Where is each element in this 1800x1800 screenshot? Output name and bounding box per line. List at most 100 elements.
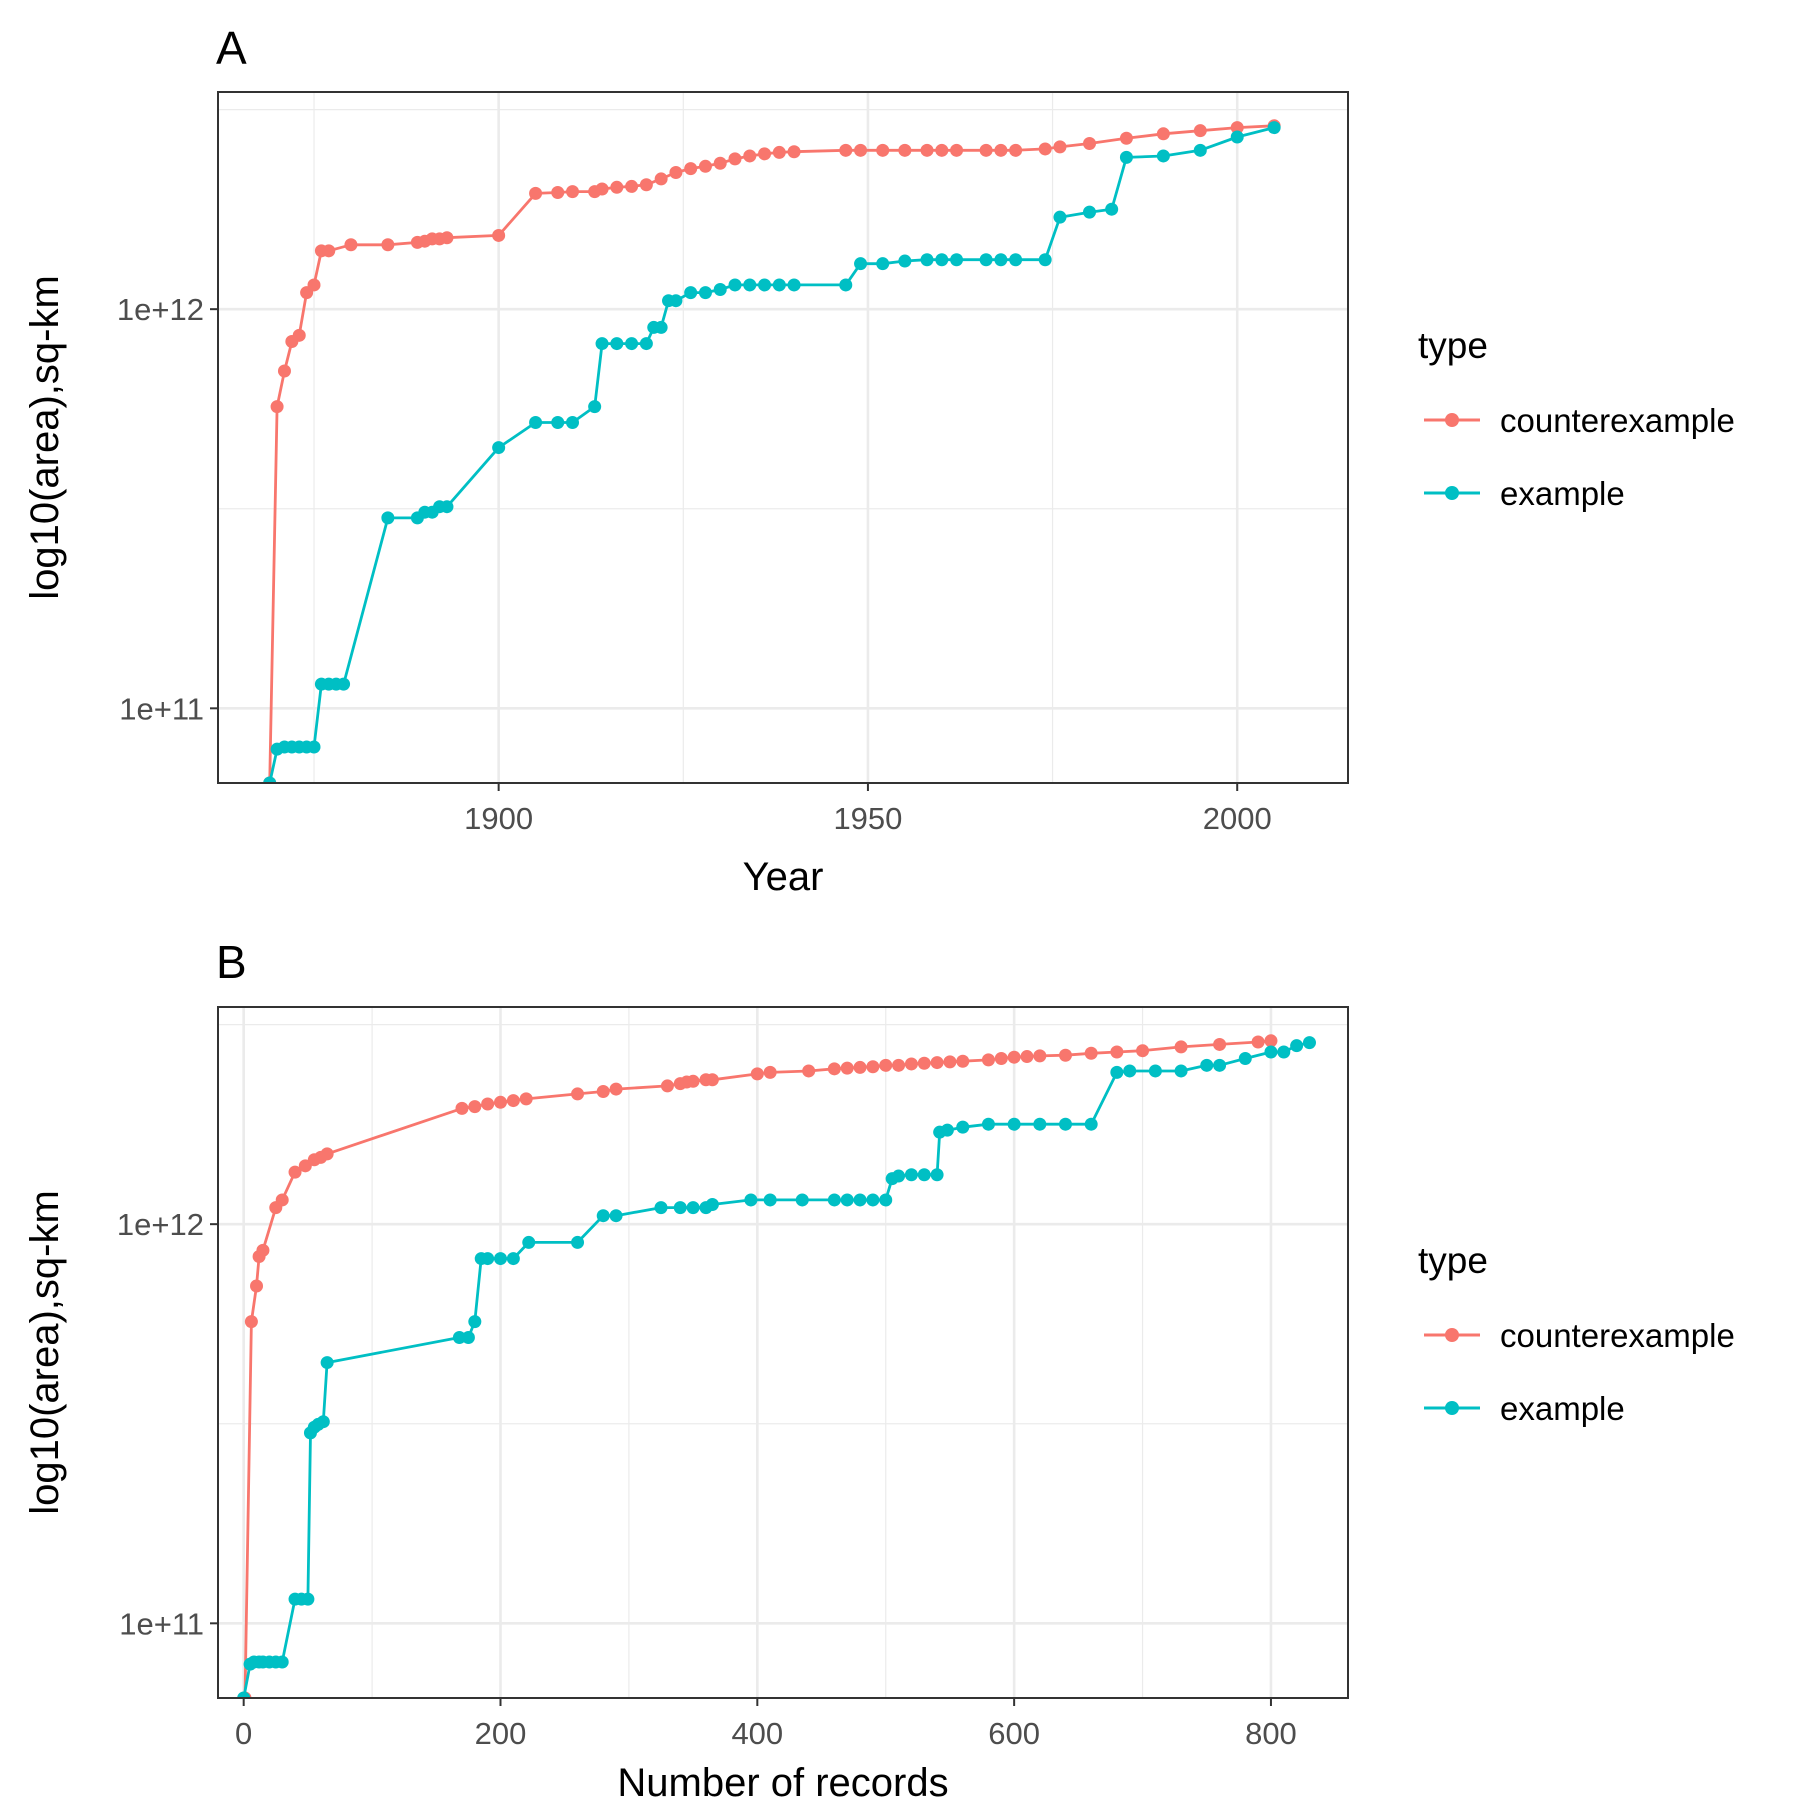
data-point-counterexample bbox=[1136, 1044, 1150, 1058]
data-point-example bbox=[566, 416, 580, 430]
data-point-counterexample bbox=[979, 143, 993, 157]
data-point-example bbox=[981, 1117, 995, 1131]
data-point-example bbox=[705, 1198, 719, 1212]
data-point-example bbox=[744, 1193, 758, 1207]
data-point-example bbox=[795, 1193, 809, 1207]
data-point-example bbox=[930, 1168, 944, 1182]
data-point-counterexample bbox=[1119, 131, 1133, 145]
panel-tag: B bbox=[216, 936, 247, 988]
data-point-counterexample bbox=[440, 231, 454, 245]
legend-label: counterexample bbox=[1500, 402, 1735, 439]
data-point-counterexample bbox=[758, 147, 772, 161]
plot-background bbox=[218, 92, 1348, 783]
data-point-example bbox=[1119, 150, 1133, 164]
data-point-counterexample bbox=[1174, 1040, 1188, 1054]
data-point-example bbox=[853, 1193, 867, 1207]
data-point-example bbox=[1290, 1039, 1304, 1053]
data-point-example bbox=[320, 1356, 334, 1370]
data-point-example bbox=[1110, 1065, 1124, 1079]
data-point-counterexample bbox=[866, 1060, 880, 1074]
panel-b: 0 200 400 600 800 1e+11 1e+12 Number of records… bbox=[23, 936, 1735, 1800]
x-tick-label: 2000 bbox=[1203, 801, 1272, 836]
data-point-counterexample bbox=[1251, 1035, 1265, 1049]
data-point-example bbox=[1038, 253, 1052, 267]
legend: type counterexample example bbox=[1418, 1240, 1735, 1427]
data-point-counterexample bbox=[481, 1097, 495, 1111]
data-point-example bbox=[316, 1415, 330, 1429]
series-counterexample bbox=[238, 1034, 1278, 1698]
data-point-example bbox=[772, 278, 786, 292]
data-point-counterexample bbox=[596, 1084, 610, 1098]
data-point-example bbox=[1123, 1064, 1137, 1078]
data-point-example bbox=[698, 286, 712, 300]
data-point-counterexample bbox=[698, 159, 712, 173]
data-point-example bbox=[1200, 1058, 1214, 1072]
data-point-counterexample bbox=[455, 1101, 469, 1115]
data-point-example bbox=[1264, 1045, 1278, 1059]
data-point-counterexample bbox=[244, 1315, 258, 1329]
data-point-counterexample bbox=[610, 180, 624, 194]
legend-item-example: example bbox=[1424, 1390, 1625, 1427]
data-point-example bbox=[904, 1168, 918, 1182]
data-point-counterexample bbox=[943, 1055, 957, 1069]
data-point-counterexample bbox=[625, 179, 639, 193]
data-point-counterexample bbox=[609, 1082, 623, 1096]
panel-border bbox=[217, 91, 1349, 784]
data-point-example bbox=[1302, 1036, 1316, 1050]
data-point-counterexample bbox=[898, 143, 912, 157]
data-point-counterexample bbox=[256, 1243, 270, 1257]
data-point-counterexample bbox=[876, 143, 890, 157]
data-point-example bbox=[522, 1235, 536, 1249]
data-point-example bbox=[301, 1592, 315, 1606]
y-axis-title: log10(area),sq-km bbox=[23, 275, 67, 600]
legend: type counterexample example bbox=[1418, 325, 1735, 512]
data-point-counterexample bbox=[307, 278, 321, 292]
data-point-example bbox=[839, 278, 853, 292]
data-point-counterexample bbox=[879, 1058, 893, 1072]
data-point-counterexample bbox=[981, 1053, 995, 1067]
data-point-example bbox=[1267, 121, 1281, 135]
data-point-counterexample bbox=[772, 145, 786, 159]
data-point-example bbox=[1007, 1117, 1021, 1131]
data-point-counterexample bbox=[654, 172, 668, 186]
data-point-example bbox=[639, 337, 653, 351]
data-point-counterexample bbox=[705, 1073, 719, 1087]
data-point-counterexample bbox=[827, 1062, 841, 1076]
data-point-example bbox=[898, 254, 912, 268]
data-point-counterexample bbox=[270, 400, 284, 414]
data-point-example bbox=[551, 416, 565, 430]
data-point-example bbox=[713, 283, 727, 297]
data-point-counterexample bbox=[1230, 121, 1244, 135]
data-point-example bbox=[879, 1193, 893, 1207]
data-point-example bbox=[892, 1169, 906, 1183]
data-point-example bbox=[1033, 1117, 1047, 1131]
data-point-counterexample bbox=[639, 178, 653, 192]
data-point-example bbox=[440, 500, 454, 514]
data-point-counterexample bbox=[1084, 1046, 1098, 1060]
data-point-example bbox=[866, 1193, 880, 1207]
data-point-example bbox=[1277, 1045, 1291, 1059]
data-point-counterexample bbox=[994, 143, 1008, 157]
data-point-counterexample bbox=[763, 1065, 777, 1079]
data-point-counterexample bbox=[917, 1056, 931, 1070]
data-point-example bbox=[1105, 202, 1119, 216]
data-point-counterexample bbox=[935, 143, 949, 157]
data-point-example bbox=[950, 253, 964, 267]
data-point-example bbox=[275, 1655, 289, 1669]
data-point-counterexample bbox=[1059, 1048, 1072, 1062]
data-point-example bbox=[1059, 1117, 1072, 1131]
data-point-example bbox=[840, 1193, 854, 1207]
data-point-counterexample bbox=[839, 143, 853, 157]
data-point-counterexample bbox=[956, 1054, 970, 1068]
data-point-counterexample bbox=[529, 186, 543, 200]
data-point-example bbox=[917, 1168, 931, 1182]
data-point-example bbox=[669, 294, 683, 308]
data-point-counterexample bbox=[750, 1067, 764, 1081]
data-point-counterexample bbox=[250, 1279, 264, 1293]
data-point-example bbox=[595, 337, 609, 351]
y-tick-label: 1e+12 bbox=[117, 1207, 204, 1242]
legend-title: type bbox=[1418, 1240, 1488, 1281]
data-point-counterexample bbox=[494, 1095, 507, 1109]
data-point-example bbox=[1193, 143, 1207, 157]
data-point-example bbox=[728, 278, 742, 292]
